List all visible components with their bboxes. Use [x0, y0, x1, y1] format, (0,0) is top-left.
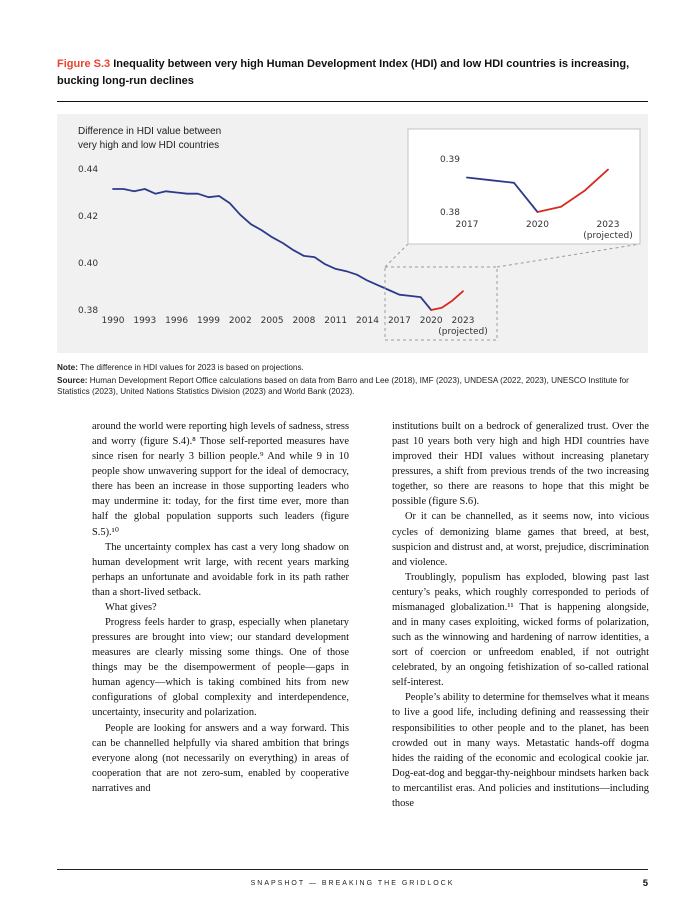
chart-panel: Difference in HDI value between very hig… — [57, 114, 648, 353]
y-tick-label: 0.42 — [78, 212, 98, 222]
x-tick-label: 2008 — [292, 316, 315, 326]
inset-actual-line — [466, 176, 539, 213]
x-tick-label: 2020 — [420, 316, 443, 326]
inset-x-tick-label: 2017 — [456, 220, 479, 230]
chart-axis-title-line2: very high and low HDI countries — [78, 139, 220, 151]
figure-notes: Note: The difference in HDI values for 2… — [57, 362, 648, 399]
x-tick-label: 2023 — [452, 316, 475, 326]
inset-y-tick-label: 0.38 — [440, 208, 460, 218]
x-tick-label: 2002 — [229, 316, 252, 326]
source-text: Human Development Report Office calculat… — [57, 375, 629, 397]
inset-box — [407, 128, 641, 245]
body-column-left: around the world were reporting high lev… — [92, 419, 349, 796]
body-column-right: institutions built on a bedrock of gener… — [392, 419, 649, 811]
paragraph: The uncertainty complex has cast a very … — [92, 541, 349, 598]
footer-title: SNAPSHOT — BREAKING THE GRIDLOCK — [250, 880, 455, 887]
figure-label: Figure S.3 — [57, 58, 111, 70]
y-tick-label: 0.38 — [78, 306, 98, 316]
inset-x-tick-label: 2023 — [597, 220, 620, 230]
projected-line — [430, 290, 464, 311]
note-text: The difference in HDI values for 2023 is… — [80, 363, 304, 372]
paragraph: Progress feels harder to grasp, especial… — [92, 617, 349, 719]
zoom-connector-right — [496, 243, 641, 268]
zoom-region-rect — [384, 266, 498, 341]
paragraph: Or it can be channelled, as it seems now… — [392, 511, 649, 568]
paragraph: People are looking for answers and a way… — [92, 722, 349, 794]
caption-rule — [57, 101, 648, 102]
actual-line — [112, 188, 433, 311]
x-tick-label: 1999 — [197, 316, 220, 326]
source-label: Source: — [57, 375, 88, 385]
paragraph: around the world were reporting high lev… — [92, 421, 349, 538]
y-tick-label: 0.40 — [78, 259, 98, 269]
paragraph: What gives? — [105, 601, 157, 613]
paragraph: institutions built on a bedrock of gener… — [392, 421, 649, 508]
x-tick-label: 2011 — [324, 316, 347, 326]
y-tick-label: 0.44 — [78, 165, 98, 175]
paragraph: People’s ability to determine for themse… — [392, 692, 649, 809]
x-tick-label: 1996 — [165, 316, 188, 326]
page-number: 5 — [642, 878, 648, 889]
x-tick-label: 2017 — [388, 316, 411, 326]
inset-y-tick-label: 0.39 — [440, 155, 460, 165]
paragraph: Troublingly, populism has exploded, blow… — [392, 571, 649, 689]
inset-projected-line — [536, 168, 609, 213]
inset-projected-note: (projected) — [583, 231, 633, 241]
footer-rule — [57, 869, 648, 870]
zoom-connector-left — [384, 243, 409, 268]
hdi-line-chart: 0.44 0.42 0.40 0.38 1990 1993 1996 1999 2002 2005… — [78, 128, 641, 341]
x-tick-label: 1993 — [133, 316, 156, 326]
figure-caption: Figure S.3 Inequality between very high … — [57, 56, 648, 90]
x-tick-label: 1990 — [102, 316, 125, 326]
note-label: Note: — [57, 363, 78, 372]
figure-title: Inequality between very high Human Devel… — [57, 58, 630, 88]
figure-note: Note: The difference in HDI values for 2… — [57, 362, 648, 374]
x-tick-label: 2005 — [261, 316, 284, 326]
inset-x-tick-label: 2020 — [526, 220, 549, 230]
chart-axis-title: Difference in HDI value between very hig… — [78, 125, 278, 152]
figure-source: Source: Human Development Report Office … — [57, 375, 648, 398]
x-tick-label: 2014 — [356, 316, 379, 326]
chart-axis-title-line1: Difference in HDI value between — [78, 126, 222, 137]
x-axis-projected-note: (projected) — [438, 327, 488, 337]
